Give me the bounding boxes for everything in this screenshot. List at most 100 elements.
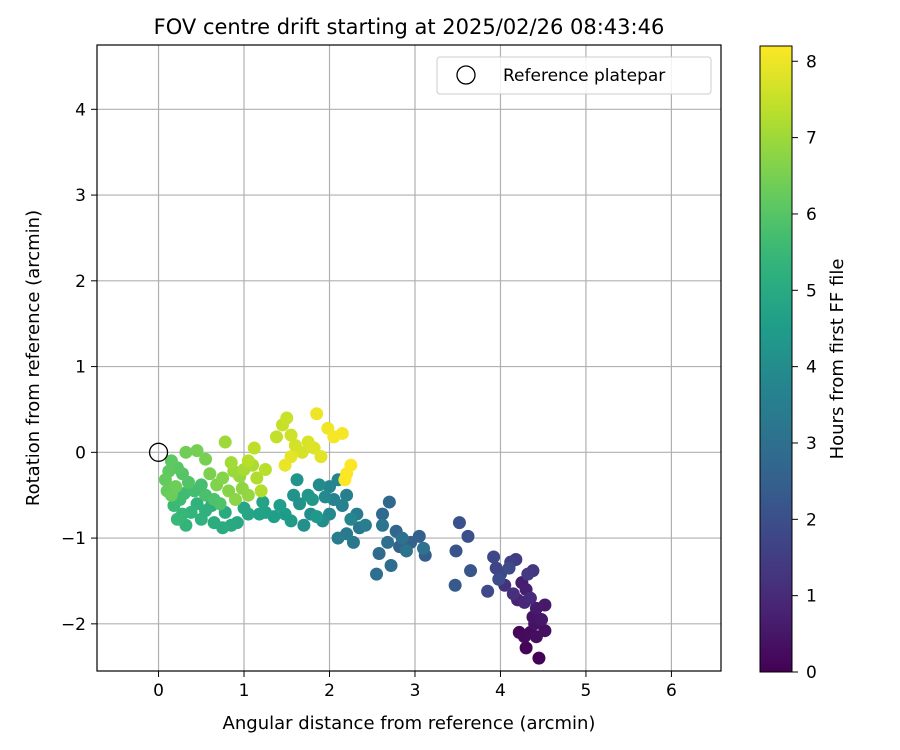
- data-point: [224, 456, 238, 470]
- data-point: [449, 544, 463, 558]
- data-point: [216, 471, 230, 485]
- y-tick-label: 4: [75, 100, 86, 120]
- y-tick-label: −2: [61, 615, 86, 635]
- data-point: [258, 462, 272, 476]
- data-point: [169, 480, 183, 494]
- data-point: [344, 512, 358, 526]
- x-tick-label: 1: [239, 681, 250, 701]
- data-point: [237, 501, 251, 515]
- data-point: [278, 458, 292, 472]
- y-axis-label: Rotation from reference (arcmin): [23, 210, 44, 506]
- data-point: [464, 564, 478, 578]
- data-point: [395, 531, 409, 545]
- x-axis-ticks: 0 1 2 3 4 5 6: [153, 671, 677, 701]
- y-tick-label: 3: [75, 186, 86, 206]
- data-point: [199, 452, 213, 466]
- data-point: [164, 454, 178, 468]
- data-point: [487, 550, 501, 564]
- data-point: [297, 518, 311, 532]
- data-point: [372, 547, 386, 561]
- colorbar-tick-label: 3: [806, 434, 817, 454]
- data-point: [305, 492, 319, 506]
- colorbar: [759, 45, 793, 673]
- x-tick-label: 6: [666, 681, 677, 701]
- colorbar-tick-label: 0: [806, 663, 817, 683]
- grid-layer: [97, 45, 721, 671]
- data-point: [331, 531, 345, 545]
- colorbar-tick-label: 1: [806, 587, 817, 607]
- data-point: [228, 492, 242, 506]
- reference-platepar-marker: [148, 442, 169, 462]
- points-layer: [158, 407, 552, 665]
- data-point: [203, 467, 217, 481]
- data-point: [452, 516, 466, 530]
- y-tick-label: 0: [75, 443, 86, 463]
- data-point: [158, 473, 172, 487]
- colorbar-tick-label: 8: [806, 52, 817, 72]
- data-point: [376, 507, 390, 521]
- x-tick-label: 0: [153, 681, 164, 701]
- colorbar-ticks: 0 1 2 3 4 5 6 7 8: [792, 52, 817, 683]
- data-point: [250, 471, 264, 485]
- data-point: [270, 430, 284, 444]
- data-point: [241, 454, 255, 468]
- data-point: [370, 567, 384, 581]
- data-point: [376, 518, 390, 532]
- data-point: [382, 495, 396, 509]
- y-tick-label: 2: [75, 272, 86, 292]
- data-point: [318, 490, 332, 504]
- data-point: [254, 484, 268, 498]
- data-point: [213, 497, 227, 511]
- y-tick-label: 1: [75, 358, 86, 378]
- data-point: [519, 641, 533, 655]
- legend-label-reference: Reference platepar: [503, 66, 665, 86]
- data-point: [179, 445, 193, 459]
- legend: Reference platepar: [436, 56, 712, 95]
- data-point: [284, 428, 298, 442]
- data-point: [314, 450, 328, 464]
- chart-title: FOV centre drift starting at 2025/02/26 …: [154, 15, 665, 39]
- data-point: [252, 507, 266, 521]
- colorbar-tick-label: 2: [806, 510, 817, 530]
- data-point: [381, 535, 395, 549]
- legend-box: [436, 56, 712, 95]
- reference-layer: [148, 442, 169, 462]
- data-point: [335, 426, 349, 440]
- colorbar-tick-label: 4: [806, 358, 817, 378]
- data-point: [399, 544, 413, 558]
- data-point: [534, 613, 548, 627]
- data-point: [502, 561, 516, 575]
- data-point: [461, 529, 475, 543]
- data-point: [194, 478, 208, 492]
- data-point: [290, 473, 304, 487]
- data-point: [384, 559, 398, 573]
- y-tick-label: −1: [61, 529, 86, 549]
- data-point: [532, 651, 546, 665]
- data-point: [344, 458, 358, 472]
- data-point: [338, 473, 352, 487]
- data-point: [280, 411, 294, 425]
- data-point: [506, 587, 520, 601]
- data-point: [194, 512, 208, 526]
- plot-frame: [96, 44, 722, 672]
- colorbar-tick-label: 7: [806, 129, 817, 149]
- data-point: [481, 584, 495, 598]
- y-axis-ticks: −2 −1 0 1 2 3 4: [61, 100, 97, 635]
- legend-marker-reference: [456, 65, 476, 85]
- data-point: [448, 578, 462, 592]
- colorbar-tick-label: 5: [806, 281, 817, 301]
- colorbar-tick-label: 6: [806, 205, 817, 225]
- data-point: [538, 624, 552, 638]
- x-tick-label: 4: [495, 681, 506, 701]
- data-point: [340, 488, 354, 502]
- data-point: [247, 441, 261, 455]
- x-tick-label: 2: [324, 681, 335, 701]
- data-point: [207, 516, 221, 530]
- data-point: [521, 567, 535, 581]
- data-point: [190, 444, 204, 458]
- data-point: [241, 488, 255, 502]
- data-point: [273, 498, 287, 512]
- data-point: [170, 512, 184, 526]
